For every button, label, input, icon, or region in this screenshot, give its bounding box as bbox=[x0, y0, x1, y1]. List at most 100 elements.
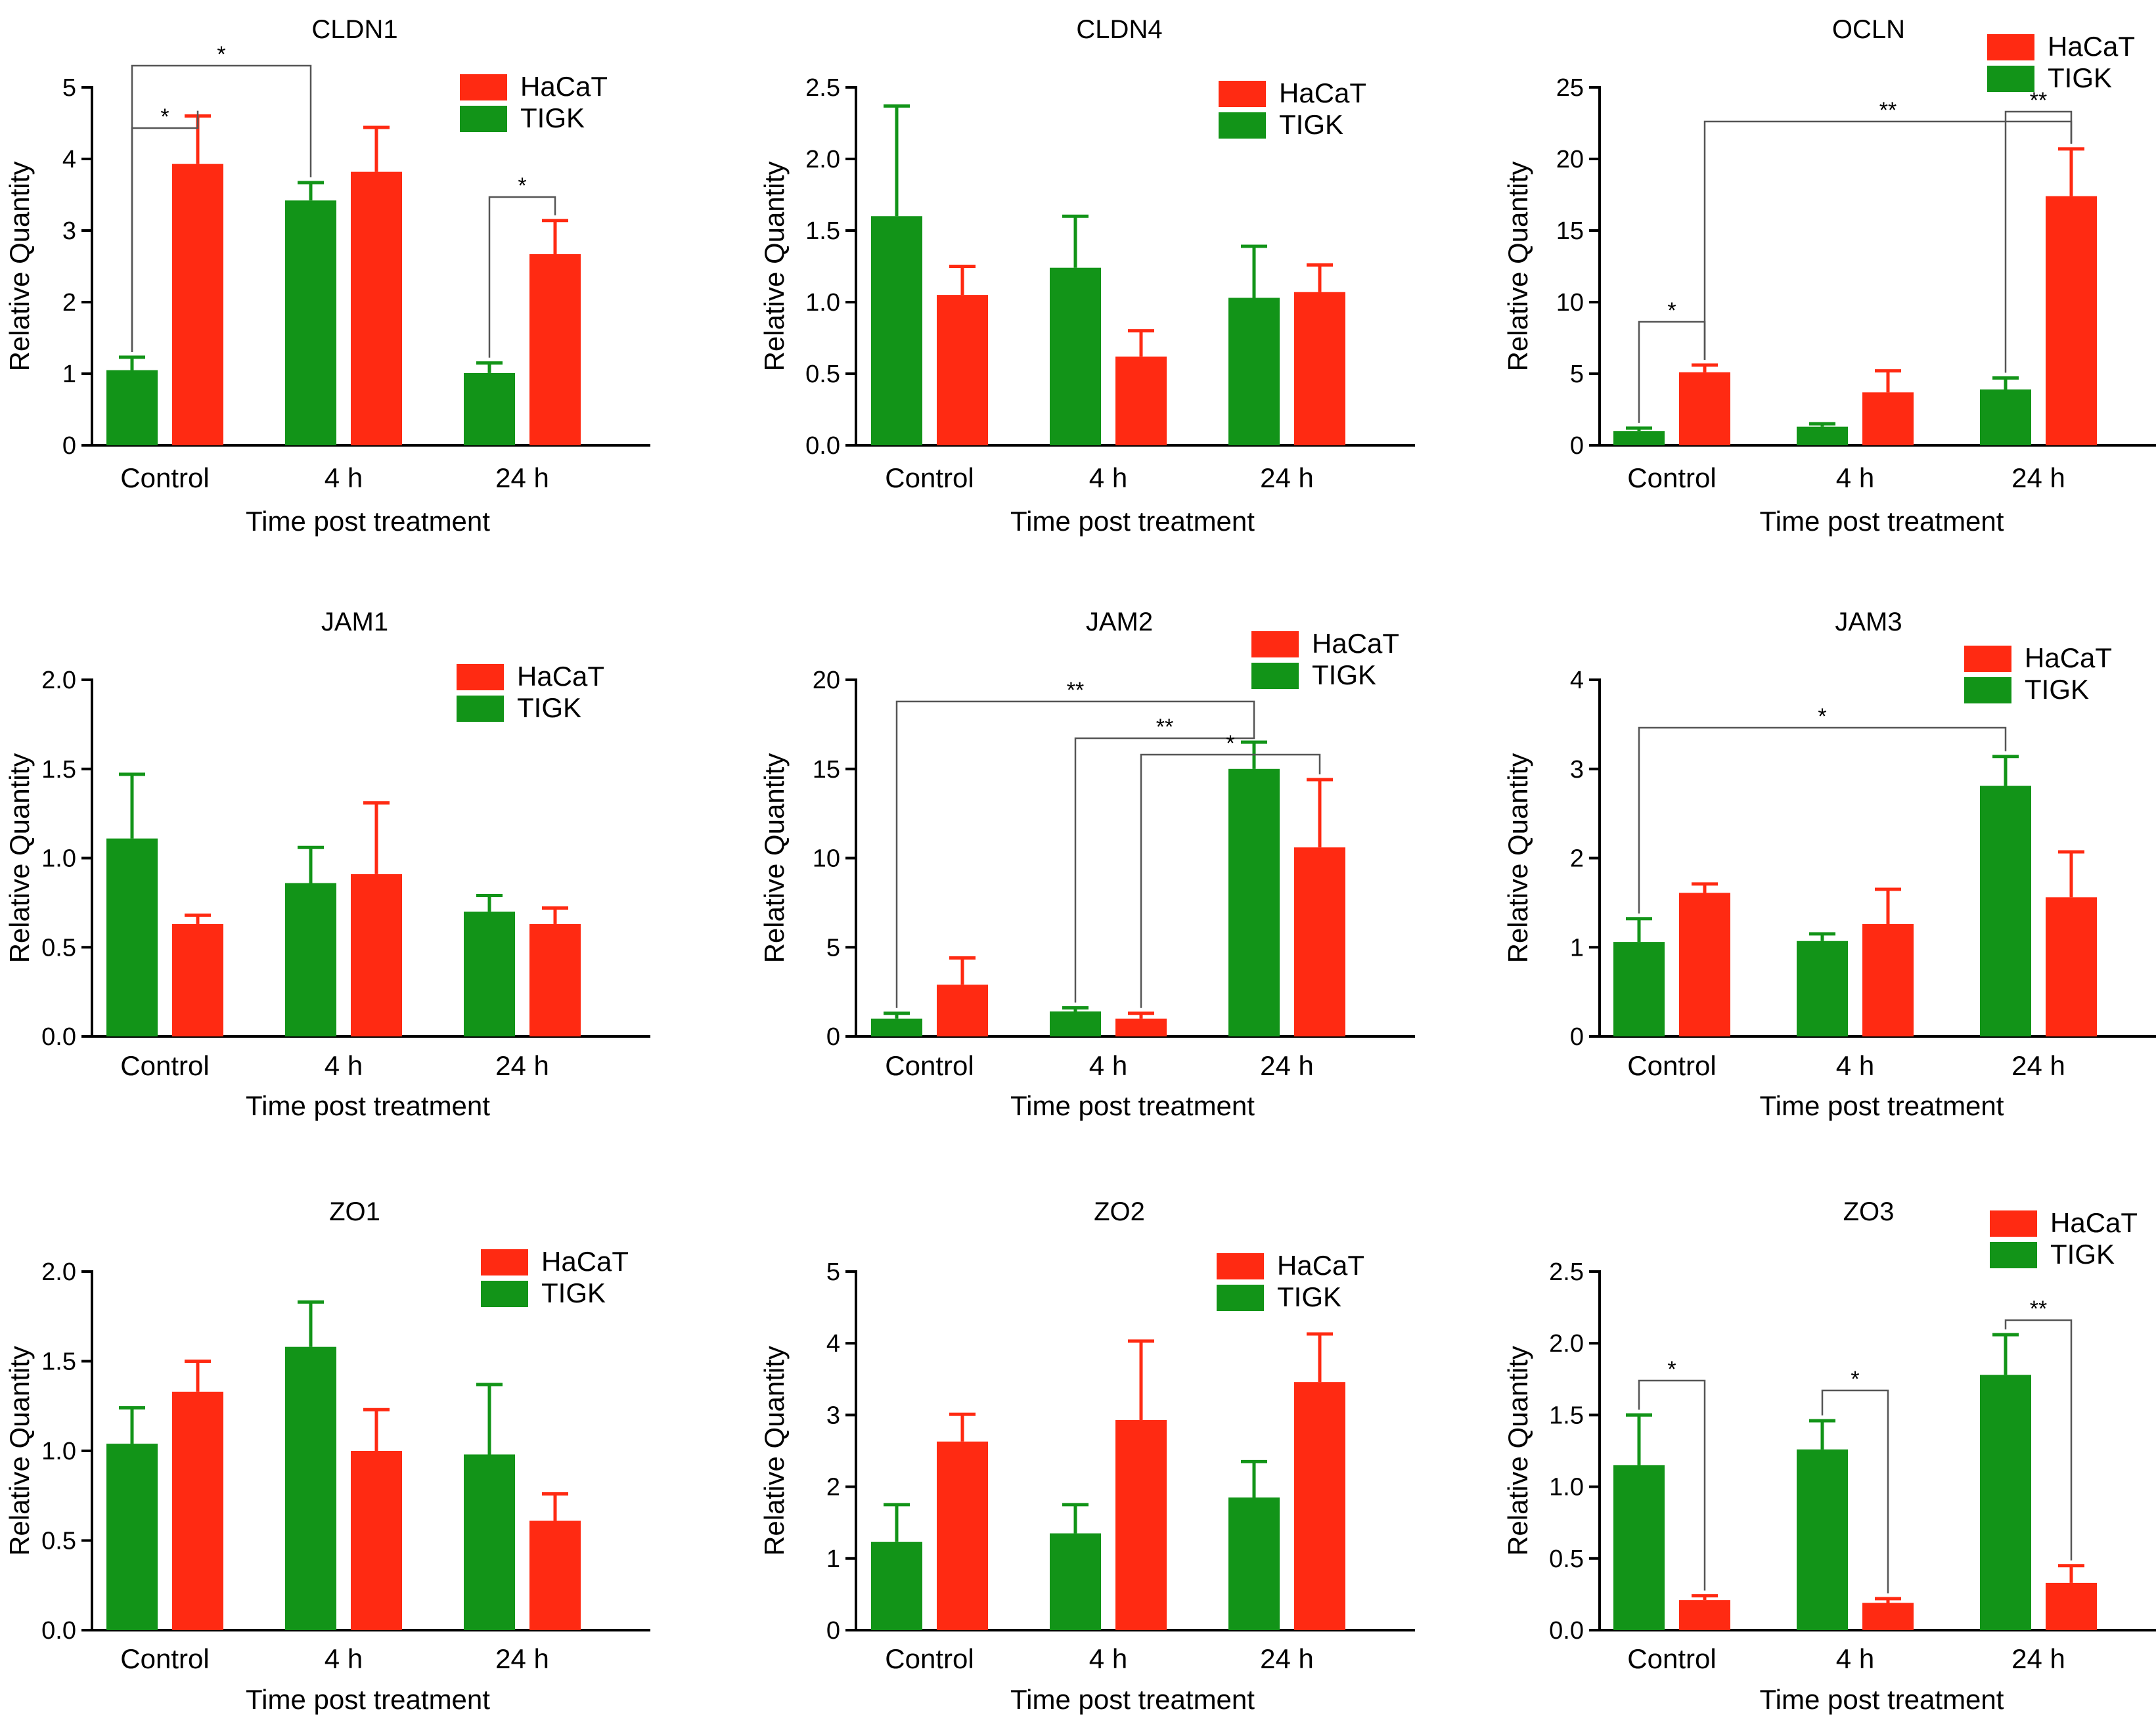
legend-label-tigk: TIGK bbox=[517, 692, 581, 723]
chart-panel-jam3: JAM3 0 1 2 3 4 Relative Quantity Control 4 h 24 h… bbox=[1502, 608, 2156, 1121]
chart-title: JAM3 bbox=[1835, 608, 1902, 636]
legend-swatch-tigk bbox=[1251, 663, 1299, 689]
legend-swatch-hacat bbox=[1217, 1253, 1264, 1279]
bar-hacat-0 bbox=[1679, 893, 1730, 1036]
bar-tigk-1 bbox=[1050, 267, 1101, 445]
legend-label-hacat: HaCaT bbox=[520, 71, 608, 102]
chart-title: JAM2 bbox=[1086, 608, 1153, 636]
y-tick-label: 0 bbox=[62, 432, 76, 460]
significance-label: * bbox=[1226, 731, 1234, 756]
x-tick-label: Control bbox=[1627, 1643, 1716, 1674]
significance-bracket bbox=[1140, 753, 1321, 1008]
y-axis-label: Relative Quantity bbox=[1502, 753, 1533, 964]
y-tick-label: 1.0 bbox=[1549, 1474, 1584, 1501]
chart-title: OCLN bbox=[1832, 15, 1905, 44]
chart-title: ZO2 bbox=[1094, 1197, 1145, 1226]
bar-hacat-0 bbox=[172, 164, 223, 445]
legend-swatch-hacat bbox=[1964, 646, 2011, 672]
legend-label-hacat: HaCaT bbox=[517, 661, 604, 692]
bar-hacat-0 bbox=[1679, 372, 1730, 445]
bar-tigk-1 bbox=[285, 883, 336, 1036]
chart-panel-ocln: OCLN 0 5 10 15 20 25 Relative Quantity Control 4 … bbox=[1502, 15, 2156, 537]
legend-swatch-hacat bbox=[1987, 34, 2034, 60]
legend-label-tigk: TIGK bbox=[1277, 1281, 1341, 1312]
bar-hacat-2 bbox=[529, 923, 581, 1036]
y-tick-label: 15 bbox=[1556, 217, 1584, 245]
x-tick-label: 24 h bbox=[2011, 462, 2065, 493]
y-tick-label: 1.5 bbox=[41, 1348, 76, 1376]
bar-hacat-2 bbox=[1294, 1382, 1345, 1630]
bar-hacat-2 bbox=[1294, 292, 1345, 445]
bar-hacat-0 bbox=[172, 1391, 223, 1630]
bar-tigk-0 bbox=[1613, 942, 1665, 1036]
x-tick-label: 4 h bbox=[1836, 462, 1874, 493]
y-axis-label: Relative Quantity bbox=[759, 1346, 790, 1556]
y-tick-label: 0.5 bbox=[41, 934, 76, 962]
bar-hacat-1 bbox=[1862, 923, 1914, 1036]
legend-swatch-tigk bbox=[1987, 66, 2034, 92]
legend-label-tigk: TIGK bbox=[1312, 659, 1376, 690]
legend-swatch-hacat bbox=[460, 74, 507, 100]
bar-hacat-2 bbox=[1294, 847, 1345, 1036]
significance-label: ** bbox=[2030, 1297, 2047, 1321]
legend-label-hacat: HaCaT bbox=[1277, 1250, 1364, 1281]
x-tick-label: 4 h bbox=[1836, 1643, 1874, 1674]
x-tick-label: 4 h bbox=[1836, 1050, 1874, 1081]
y-tick-label: 2 bbox=[826, 1474, 840, 1501]
y-tick-label: 1.0 bbox=[41, 1438, 76, 1465]
x-tick-label: 4 h bbox=[325, 1643, 363, 1674]
y-axis-label: Relative Quantity bbox=[4, 1346, 35, 1556]
significance-label: ** bbox=[2030, 88, 2047, 113]
x-tick-label: 24 h bbox=[2011, 1643, 2065, 1674]
x-tick-label: 4 h bbox=[325, 462, 363, 493]
bar-hacat-1 bbox=[1115, 1018, 1167, 1036]
bar-hacat-2 bbox=[2046, 897, 2097, 1036]
significance-bracket bbox=[1821, 1389, 1889, 1593]
legend-label-tigk: TIGK bbox=[2050, 1239, 2115, 1270]
legend-label-hacat: HaCaT bbox=[541, 1246, 629, 1277]
y-tick-label: 5 bbox=[62, 74, 76, 102]
bar-tigk-2 bbox=[464, 1454, 515, 1630]
bar-hacat-1 bbox=[351, 874, 402, 1036]
y-tick-label: 20 bbox=[1556, 146, 1584, 173]
y-tick-label: 2 bbox=[1570, 845, 1584, 873]
y-tick-label: 3 bbox=[62, 217, 76, 245]
x-axis-label: Time post treatment bbox=[246, 1684, 490, 1715]
significance-bracket bbox=[1074, 737, 1255, 1003]
bar-hacat-1 bbox=[1115, 1420, 1167, 1630]
x-tick-label: Control bbox=[1627, 462, 1716, 493]
legend-swatch-tigk bbox=[457, 696, 504, 722]
bar-tigk-1 bbox=[1797, 1449, 1848, 1630]
y-tick-label: 1.5 bbox=[1549, 1402, 1584, 1429]
x-axis-label: Time post treatment bbox=[1010, 1684, 1255, 1715]
y-tick-label: 5 bbox=[1570, 361, 1584, 388]
bar-hacat-1 bbox=[1115, 356, 1167, 445]
bar-hacat-2 bbox=[2046, 196, 2097, 445]
y-tick-label: 20 bbox=[813, 667, 840, 694]
y-tick-label: 10 bbox=[1556, 289, 1584, 317]
x-tick-label: 24 h bbox=[1260, 462, 1314, 493]
chart-panel-cldn4: CLDN4 0.0 0.5 1.0 1.5 2.0 2.5 Relative Quantity… bbox=[759, 15, 1415, 537]
legend-swatch-tigk bbox=[460, 106, 507, 132]
x-axis-label: Time post treatment bbox=[246, 1090, 490, 1121]
bar-tigk-2 bbox=[464, 911, 515, 1036]
chart-title: CLDN1 bbox=[311, 15, 397, 44]
significance-label: * bbox=[1851, 1367, 1859, 1392]
x-axis-label: Time post treatment bbox=[1760, 506, 2004, 537]
bar-tigk-2 bbox=[1228, 768, 1280, 1036]
legend-swatch-hacat bbox=[457, 664, 504, 690]
y-tick-label: 2.5 bbox=[805, 74, 840, 102]
y-tick-label: 0.5 bbox=[805, 361, 840, 388]
bar-tigk-0 bbox=[106, 370, 158, 445]
x-tick-label: Control bbox=[120, 1643, 209, 1674]
bar-hacat-1 bbox=[351, 1451, 402, 1630]
bar-hacat-2 bbox=[529, 254, 581, 445]
y-tick-label: 0.0 bbox=[41, 1023, 76, 1051]
